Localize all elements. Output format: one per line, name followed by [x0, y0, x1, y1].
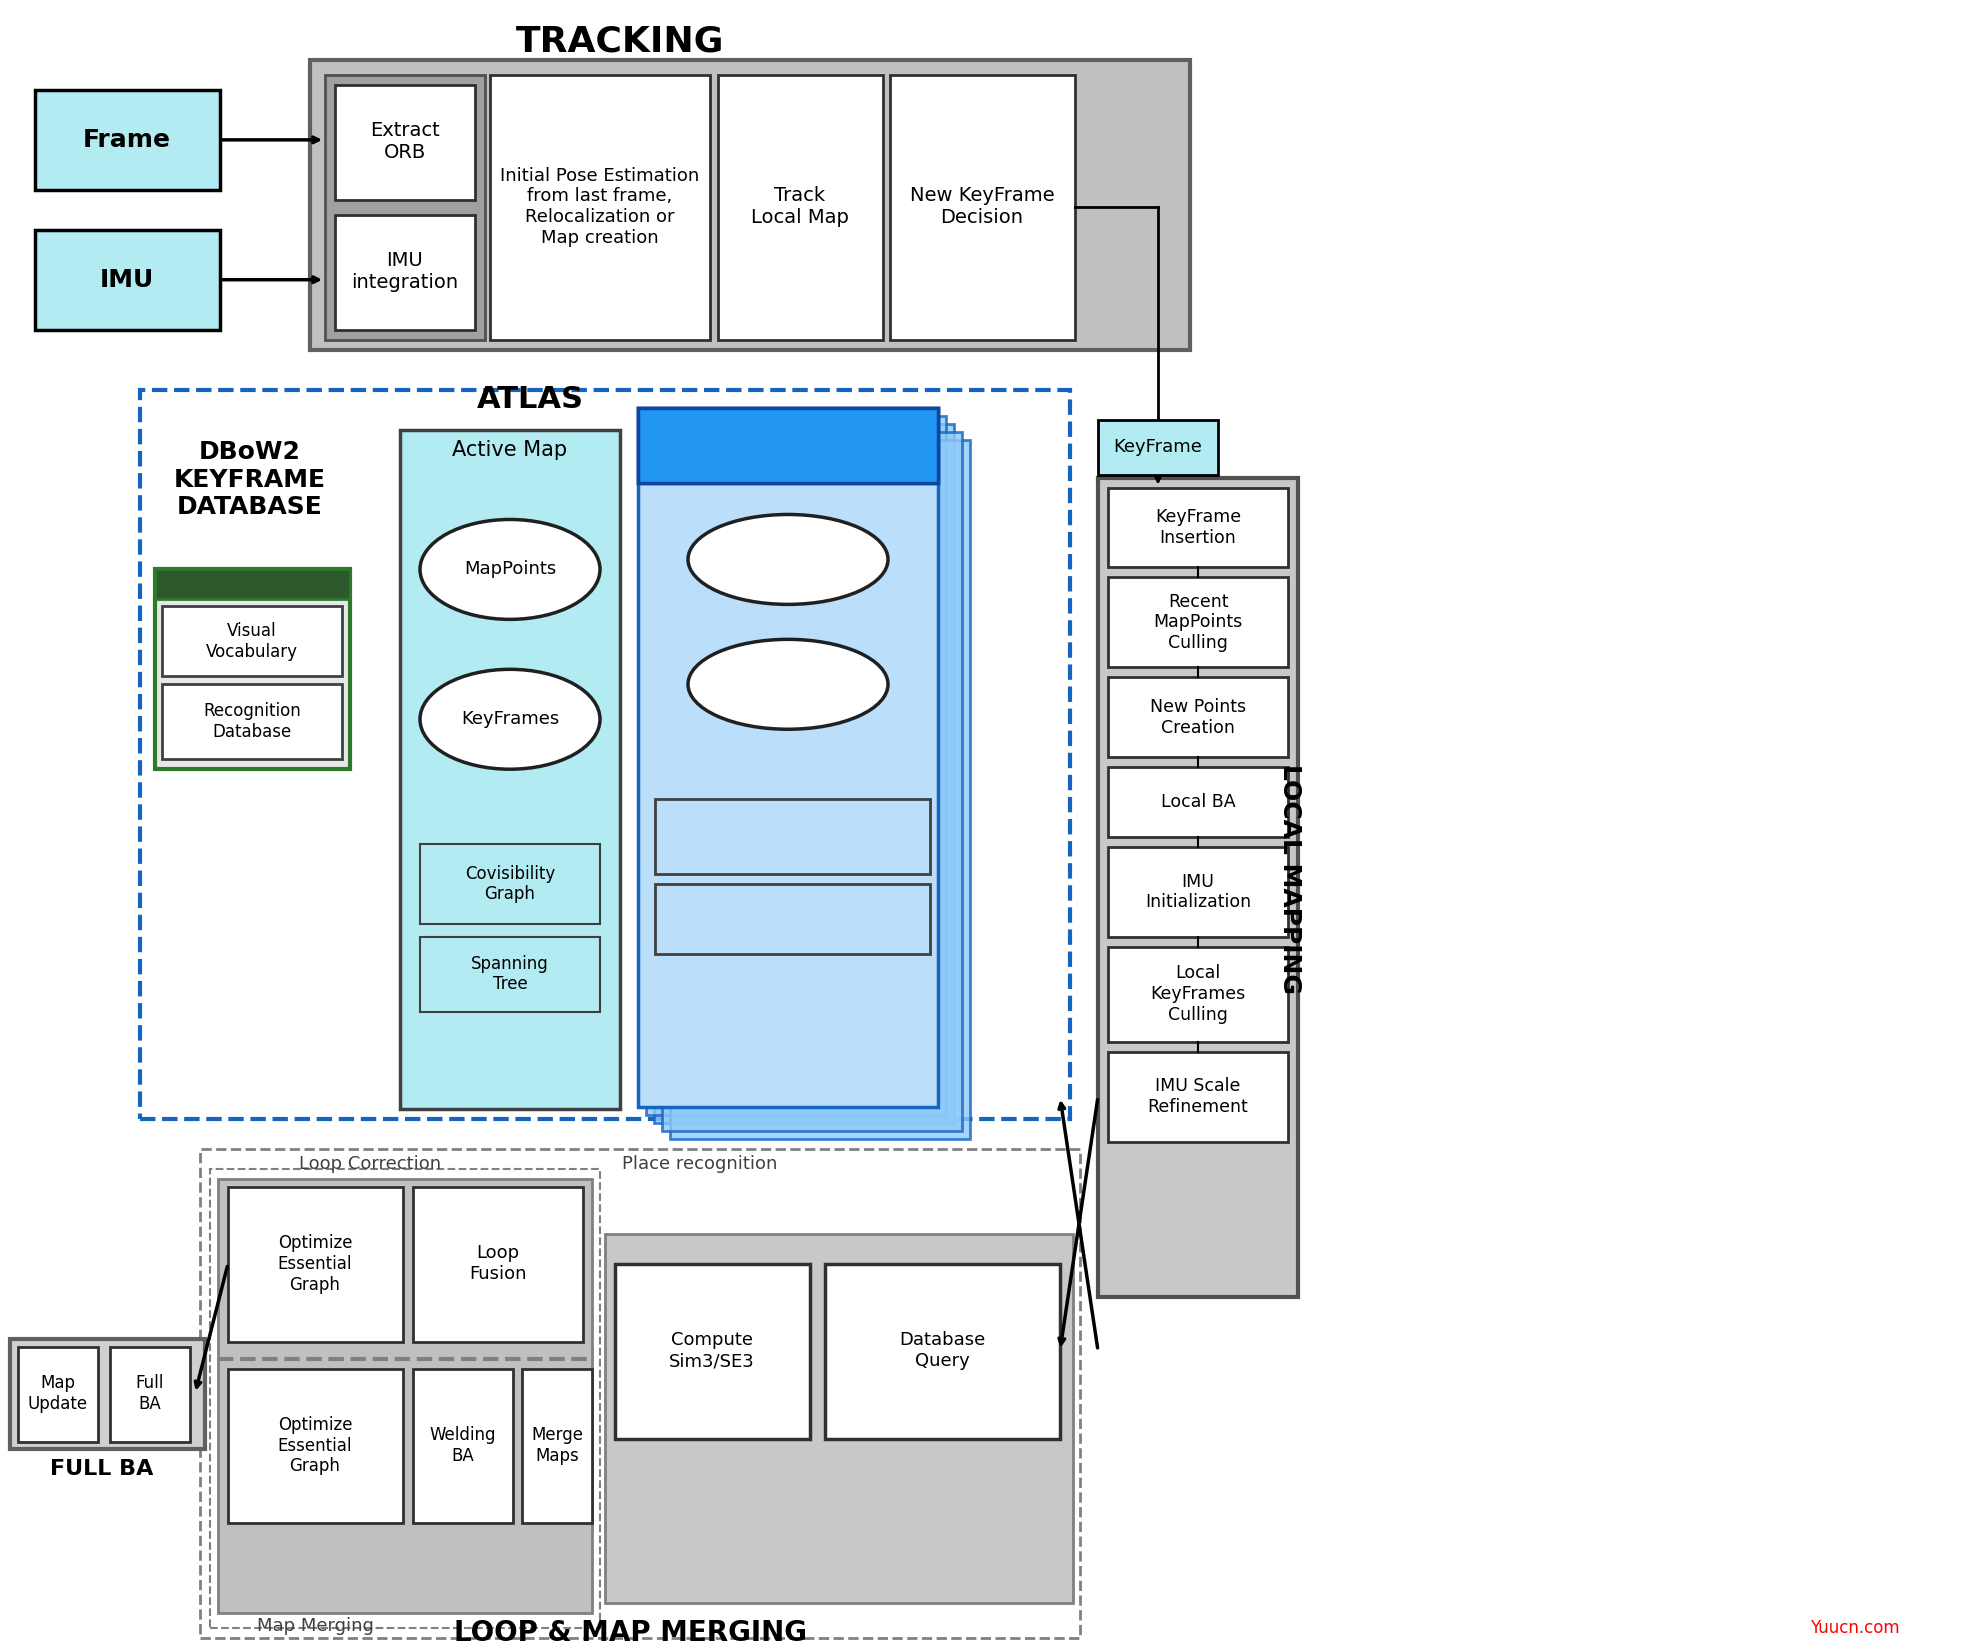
Text: IMU: IMU	[101, 267, 154, 292]
FancyBboxPatch shape	[401, 429, 620, 1109]
Text: New Points
Creation: New Points Creation	[1150, 698, 1245, 736]
FancyBboxPatch shape	[156, 570, 349, 599]
Text: LOOP & MAP MERGING: LOOP & MAP MERGING	[454, 1620, 807, 1648]
FancyBboxPatch shape	[162, 606, 341, 677]
Text: Loop
Fusion: Loop Fusion	[470, 1245, 527, 1283]
FancyBboxPatch shape	[229, 1369, 402, 1524]
Text: KeyFrames: KeyFrames	[460, 710, 558, 728]
FancyBboxPatch shape	[890, 74, 1075, 340]
Text: FULL BA: FULL BA	[49, 1458, 154, 1479]
Text: Initial Pose Estimation
from last frame,
Relocalization or
Map creation: Initial Pose Estimation from last frame,…	[499, 167, 698, 248]
FancyBboxPatch shape	[229, 1187, 402, 1342]
Text: DBoW2
KEYFRAME
DATABASE: DBoW2 KEYFRAME DATABASE	[174, 439, 326, 520]
FancyBboxPatch shape	[412, 1187, 582, 1342]
Text: Compute
Sim3/SE3: Compute Sim3/SE3	[669, 1331, 754, 1370]
Text: Recognition
Database: Recognition Database	[203, 702, 300, 741]
FancyBboxPatch shape	[521, 1369, 592, 1524]
Text: Full
BA: Full BA	[136, 1374, 164, 1413]
Text: KeyFrame
Insertion: KeyFrame Insertion	[1154, 509, 1241, 546]
Text: KeyFrame: KeyFrame	[1113, 438, 1202, 456]
FancyBboxPatch shape	[162, 684, 341, 759]
Text: Welding
BA: Welding BA	[430, 1426, 495, 1464]
Text: ATLAS: ATLAS	[475, 385, 584, 414]
FancyBboxPatch shape	[335, 215, 475, 330]
FancyBboxPatch shape	[10, 1339, 205, 1448]
Text: Active Map: Active Map	[452, 439, 568, 459]
FancyBboxPatch shape	[420, 938, 600, 1012]
Text: Loop Correction: Loop Correction	[298, 1154, 440, 1172]
FancyBboxPatch shape	[1107, 847, 1286, 938]
FancyBboxPatch shape	[156, 570, 349, 769]
FancyBboxPatch shape	[825, 1263, 1060, 1438]
FancyBboxPatch shape	[1107, 677, 1286, 758]
FancyBboxPatch shape	[489, 74, 710, 340]
Text: Yuucn.com: Yuucn.com	[1809, 1620, 1900, 1638]
Text: Non-active
Map: Non-active Map	[724, 423, 850, 466]
Ellipse shape	[420, 520, 600, 619]
FancyBboxPatch shape	[653, 424, 953, 1123]
Text: KeyFrames: KeyFrames	[738, 675, 837, 693]
Text: IMU
integration: IMU integration	[351, 251, 458, 292]
Ellipse shape	[689, 515, 888, 604]
FancyBboxPatch shape	[655, 883, 929, 954]
FancyBboxPatch shape	[616, 1263, 809, 1438]
Text: Optimize
Essential
Graph: Optimize Essential Graph	[278, 1415, 351, 1476]
FancyBboxPatch shape	[718, 74, 882, 340]
Text: Extract
ORB: Extract ORB	[371, 122, 440, 162]
Text: Frame: Frame	[83, 127, 172, 152]
Text: Place recognition: Place recognition	[621, 1154, 777, 1172]
Text: Track
Local Map: Track Local Map	[750, 187, 848, 228]
FancyBboxPatch shape	[661, 431, 961, 1131]
Text: LOCAL MAPPING: LOCAL MAPPING	[1277, 764, 1302, 994]
Text: Non-active
Map: Non-active Map	[724, 423, 850, 466]
Text: Local
KeyFrames
Culling: Local KeyFrames Culling	[1150, 964, 1245, 1024]
FancyBboxPatch shape	[110, 1347, 189, 1441]
FancyBboxPatch shape	[1107, 1052, 1286, 1142]
Text: Covisibility
Graph: Covisibility Graph	[746, 817, 837, 855]
Text: Map Merging: Map Merging	[256, 1618, 373, 1636]
Text: Merge
Maps: Merge Maps	[531, 1426, 582, 1464]
Text: Spanning
Tree: Spanning Tree	[754, 900, 831, 938]
FancyBboxPatch shape	[637, 408, 937, 1106]
FancyBboxPatch shape	[420, 844, 600, 925]
FancyBboxPatch shape	[637, 408, 937, 482]
FancyBboxPatch shape	[412, 1369, 513, 1524]
FancyBboxPatch shape	[335, 84, 475, 200]
Text: IMU
Initialization: IMU Initialization	[1144, 873, 1251, 911]
FancyBboxPatch shape	[36, 89, 219, 190]
FancyBboxPatch shape	[645, 416, 945, 1114]
FancyBboxPatch shape	[655, 799, 929, 873]
FancyBboxPatch shape	[310, 59, 1190, 350]
FancyBboxPatch shape	[18, 1347, 99, 1441]
FancyBboxPatch shape	[604, 1233, 1073, 1603]
Text: MapPoints: MapPoints	[464, 560, 556, 578]
FancyBboxPatch shape	[1107, 948, 1286, 1042]
FancyBboxPatch shape	[36, 229, 219, 330]
Text: Visual
Vocabulary: Visual Vocabulary	[205, 622, 298, 660]
FancyBboxPatch shape	[1107, 487, 1286, 568]
Text: TRACKING: TRACKING	[515, 25, 724, 59]
Text: Spanning
Tree: Spanning Tree	[472, 954, 548, 994]
FancyBboxPatch shape	[326, 74, 485, 340]
Text: IMU Scale
Refinement: IMU Scale Refinement	[1146, 1078, 1247, 1116]
Text: Recent
MapPoints
Culling: Recent MapPoints Culling	[1152, 593, 1241, 652]
FancyBboxPatch shape	[637, 408, 937, 1106]
FancyBboxPatch shape	[217, 1179, 592, 1613]
FancyBboxPatch shape	[669, 439, 969, 1139]
FancyBboxPatch shape	[1097, 419, 1217, 474]
Ellipse shape	[689, 639, 888, 730]
FancyBboxPatch shape	[1107, 768, 1286, 837]
Text: New KeyFrame
Decision: New KeyFrame Decision	[910, 187, 1054, 228]
Text: MapPoints: MapPoints	[742, 550, 835, 568]
Text: Database
Query: Database Query	[898, 1331, 985, 1370]
FancyBboxPatch shape	[637, 408, 937, 482]
Text: Map
Update: Map Update	[28, 1374, 89, 1413]
Ellipse shape	[420, 669, 600, 769]
Text: Covisibility
Graph: Covisibility Graph	[464, 865, 554, 903]
FancyBboxPatch shape	[1097, 477, 1298, 1296]
FancyBboxPatch shape	[1107, 578, 1286, 667]
Text: Optimize
Essential
Graph: Optimize Essential Graph	[278, 1233, 351, 1293]
Text: Local BA: Local BA	[1160, 792, 1235, 811]
